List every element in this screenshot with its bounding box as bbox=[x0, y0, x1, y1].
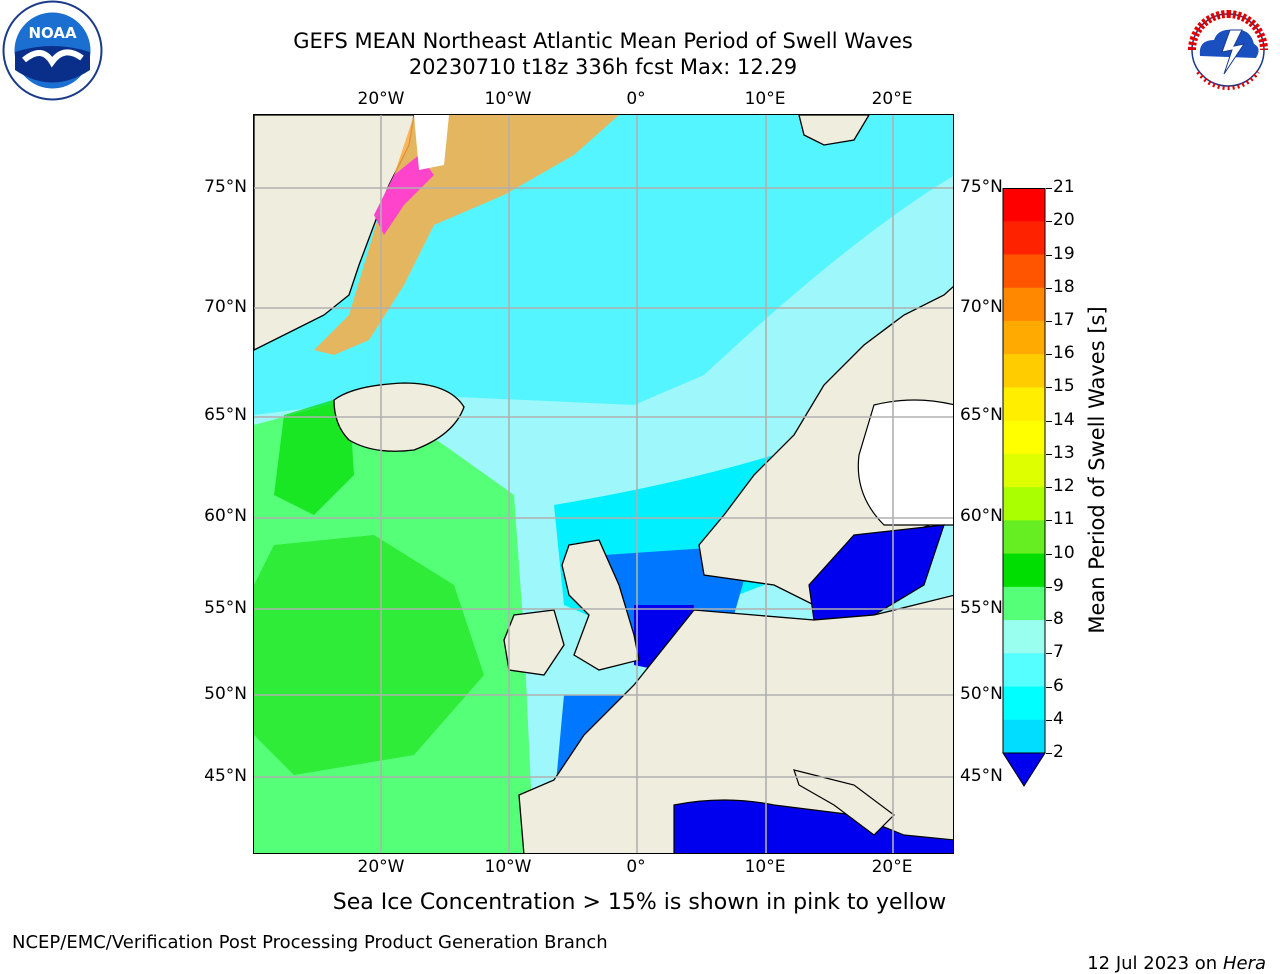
lon-label-top-20e: 20°E bbox=[852, 89, 932, 109]
colorbar-tick-label: 14 bbox=[1053, 410, 1075, 430]
lon-label-bottom-0: 0° bbox=[596, 857, 676, 877]
colorbar-swatch bbox=[1003, 554, 1045, 588]
colorbar-tick-label: 19 bbox=[1053, 244, 1075, 264]
footer-date: 12 Jul 2023 on Hera bbox=[1076, 932, 1266, 974]
lat-label-right-45n: 45°N bbox=[960, 766, 1003, 786]
lon-label-bottom-20e: 20°E bbox=[852, 857, 932, 877]
lat-label-right-70n: 70°N bbox=[960, 297, 1003, 317]
colorbar-scale bbox=[1002, 188, 1046, 788]
colorbar-tick-mark bbox=[1046, 454, 1052, 455]
lat-label-right-50n: 50°N bbox=[960, 684, 1003, 704]
colorbar-tick-mark bbox=[1046, 620, 1052, 621]
lat-label-left-70n: 70°N bbox=[157, 297, 247, 317]
colorbar-tick-mark bbox=[1046, 753, 1052, 754]
sea-ice-full bbox=[414, 115, 449, 170]
colorbar-tick-label: 20 bbox=[1053, 210, 1075, 230]
lon-label-bottom-20w: 20°W bbox=[341, 857, 421, 877]
lat-label-right-55n: 55°N bbox=[960, 598, 1003, 618]
sea-ice-note: Sea Ice Concentration > 15% is shown in … bbox=[253, 890, 1026, 915]
colorbar-swatch bbox=[1003, 421, 1045, 455]
colorbar-tick-label: 12 bbox=[1053, 476, 1075, 496]
colorbar-swatch bbox=[1003, 720, 1045, 754]
colorbar-extend-arrow bbox=[1003, 753, 1045, 786]
lat-label-right-60n: 60°N bbox=[960, 506, 1003, 526]
colorbar-tick-mark bbox=[1046, 255, 1052, 256]
colorbar-tick-label: 13 bbox=[1053, 443, 1075, 463]
colorbar-swatch bbox=[1003, 188, 1045, 222]
colorbar-swatch bbox=[1003, 288, 1045, 322]
colorbar-tick-mark bbox=[1046, 321, 1052, 322]
colorbar-swatch bbox=[1003, 321, 1045, 355]
lon-label-top-20w: 20°W bbox=[341, 89, 421, 109]
colorbar-swatch bbox=[1003, 620, 1045, 654]
footer-machine: Hera bbox=[1223, 953, 1266, 974]
colorbar-swatch bbox=[1003, 354, 1045, 388]
colorbar-tick-label: 18 bbox=[1053, 277, 1075, 297]
swell-period-map bbox=[253, 114, 954, 854]
colorbar-swatch bbox=[1003, 454, 1045, 488]
colorbar-tick-label: 17 bbox=[1053, 310, 1075, 330]
colorbar-swatch bbox=[1003, 254, 1045, 288]
colorbar-tick-mark bbox=[1046, 188, 1052, 189]
colorbar-swatch bbox=[1003, 587, 1045, 621]
colorbar-label: Mean Period of Swell Waves [s] bbox=[1085, 306, 1109, 633]
lat-label-right-65n: 65°N bbox=[960, 405, 1003, 425]
colorbar-tick-label: 21 bbox=[1053, 177, 1075, 197]
colorbar-tick-label: 7 bbox=[1053, 642, 1064, 662]
colorbar-tick-mark bbox=[1046, 554, 1052, 555]
colorbar-swatch bbox=[1003, 687, 1045, 721]
colorbar-tick-mark bbox=[1046, 653, 1052, 654]
footer-date-text: 12 Jul 2023 on bbox=[1087, 953, 1223, 974]
lat-label-left-45n: 45°N bbox=[157, 766, 247, 786]
lat-label-left-50n: 50°N bbox=[157, 684, 247, 704]
lat-label-right-75n: 75°N bbox=[960, 177, 1003, 197]
colorbar-swatch bbox=[1003, 387, 1045, 421]
colorbar-swatch bbox=[1003, 221, 1045, 255]
lat-label-left-60n: 60°N bbox=[157, 506, 247, 526]
colorbar-tick-mark bbox=[1046, 687, 1052, 688]
colorbar-tick-mark bbox=[1046, 421, 1052, 422]
colorbar bbox=[1002, 188, 1046, 788]
colorbar-tick-label: 6 bbox=[1053, 676, 1064, 696]
lon-label-top-10e: 10°E bbox=[725, 89, 805, 109]
lon-label-bottom-10w: 10°W bbox=[468, 857, 548, 877]
colorbar-tick-mark bbox=[1046, 288, 1052, 289]
lat-label-left-65n: 65°N bbox=[157, 405, 247, 425]
colorbar-tick-label: 9 bbox=[1053, 576, 1064, 596]
lon-label-bottom-10e: 10°E bbox=[725, 857, 805, 877]
footer-credit: NCEP/EMC/Verification Post Processing Pr… bbox=[12, 932, 608, 953]
colorbar-tick-label: 10 bbox=[1053, 543, 1075, 563]
chart-title: GEFS MEAN Northeast Atlantic Mean Period… bbox=[0, 28, 1206, 54]
colorbar-tick-mark bbox=[1046, 520, 1052, 521]
colorbar-tick-label: 4 bbox=[1053, 709, 1064, 729]
lon-label-top-10w: 10°W bbox=[468, 89, 548, 109]
chart-subtitle: 20230710 t18z 336h fcst Max: 12.29 bbox=[0, 54, 1206, 80]
colorbar-tick-label: 2 bbox=[1053, 742, 1064, 762]
lon-label-top-0: 0° bbox=[596, 89, 676, 109]
map-canvas bbox=[254, 115, 954, 854]
colorbar-swatch bbox=[1003, 487, 1045, 521]
colorbar-tick-mark bbox=[1046, 387, 1052, 388]
colorbar-tick-label: 11 bbox=[1053, 509, 1075, 529]
colorbar-swatch bbox=[1003, 520, 1045, 554]
colorbar-tick-mark bbox=[1046, 487, 1052, 488]
colorbar-tick-mark bbox=[1046, 587, 1052, 588]
lat-label-left-55n: 55°N bbox=[157, 598, 247, 618]
colorbar-tick-label: 16 bbox=[1053, 343, 1075, 363]
colorbar-tick-mark bbox=[1046, 720, 1052, 721]
colorbar-tick-mark bbox=[1046, 221, 1052, 222]
colorbar-tick-label: 8 bbox=[1053, 609, 1064, 629]
colorbar-tick-label: 15 bbox=[1053, 376, 1075, 396]
lat-label-left-75n: 75°N bbox=[157, 177, 247, 197]
land-gulf-of-bothnia bbox=[858, 400, 954, 525]
colorbar-swatch bbox=[1003, 653, 1045, 687]
colorbar-tick-mark bbox=[1046, 354, 1052, 355]
